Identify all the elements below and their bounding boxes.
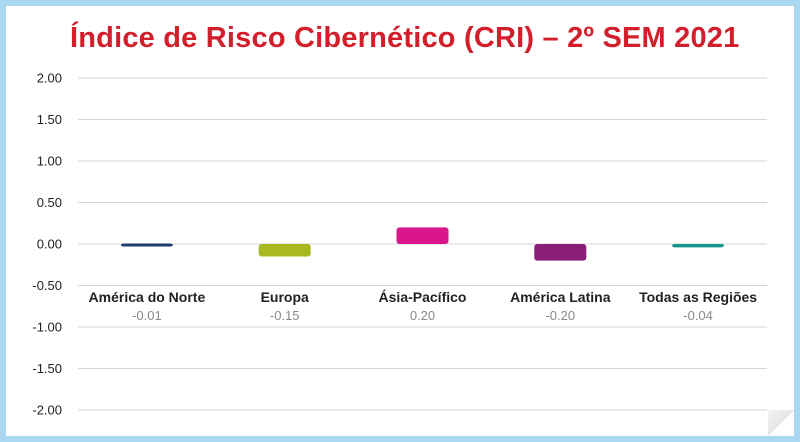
y-tick-label: -0.50 <box>32 278 62 293</box>
category-labels: América do Norte -0.01 Europa -0.15 Ásia-Pac… <box>89 289 758 323</box>
chart-title: Índice de Risco Cibernético (CRI) – 2º S… <box>70 22 740 54</box>
y-tick-label: 0.00 <box>37 237 62 252</box>
bar-3 <box>534 244 587 261</box>
y-tick-label: 2.00 <box>37 71 62 86</box>
data-label: -0.20 <box>545 308 575 323</box>
bar-2 <box>396 227 449 244</box>
category-label: Europa <box>261 289 309 305</box>
bar-4 <box>672 244 725 248</box>
y-tick-label: 1.00 <box>37 154 62 169</box>
y-tick-label: 1.50 <box>37 112 62 127</box>
bar-0 <box>120 243 173 247</box>
category-label: Ásia-Pacífico <box>379 289 467 305</box>
bars <box>120 227 725 261</box>
data-label: -0.15 <box>270 308 300 323</box>
data-label: 0.20 <box>410 308 435 323</box>
data-label: -0.04 <box>683 308 713 323</box>
page-fold-corner <box>768 410 794 436</box>
y-tick-label: -1.00 <box>32 320 62 335</box>
category-label: América Latina <box>510 289 611 305</box>
y-tick-label: -1.50 <box>32 361 62 376</box>
data-label: -0.01 <box>132 308 162 323</box>
category-label: Todas as Regiões <box>639 289 757 305</box>
category-label: América do Norte <box>89 289 206 305</box>
bar-1 <box>258 244 311 257</box>
y-tick-label: -2.00 <box>32 403 62 418</box>
y-tick-label: 0.50 <box>37 195 62 210</box>
y-axis-ticks: 2.00 1.50 1.00 0.50 0.00 -0.50 -1.00 -1.50 -2.00 <box>32 71 62 418</box>
